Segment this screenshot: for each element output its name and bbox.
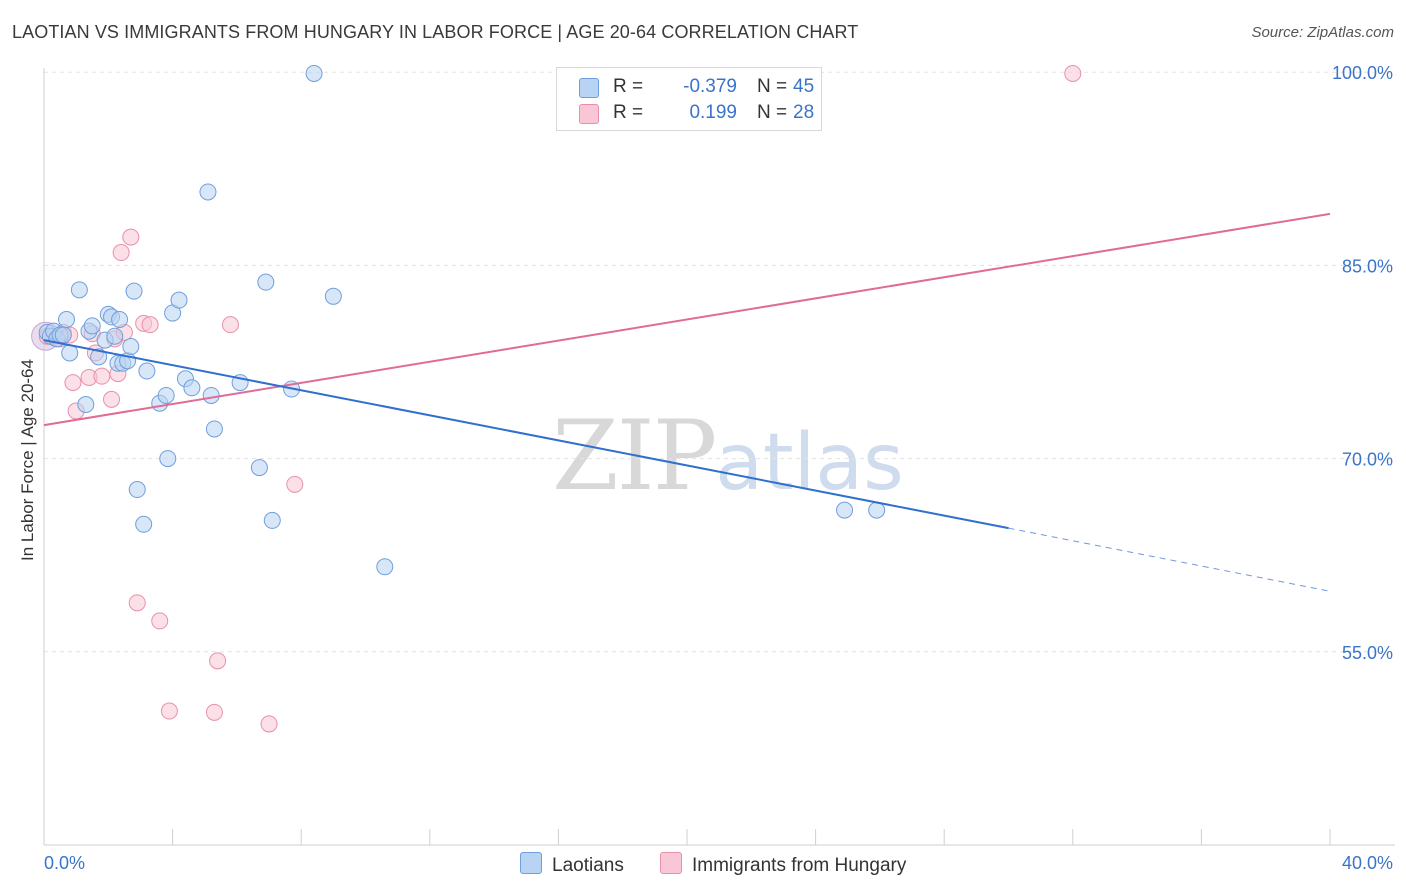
hungary-point — [64, 374, 82, 392]
laotian-point — [183, 379, 201, 397]
legend-n-value: 28 — [793, 102, 815, 123]
laotian-point — [159, 450, 177, 468]
hungary-point — [151, 612, 169, 630]
hungary-point — [205, 703, 223, 721]
laotian-point — [54, 326, 72, 344]
chart-title: LAOTIAN VS IMMIGRANTS FROM HUNGARY IN LA… — [12, 22, 859, 42]
laotian-point — [90, 348, 108, 366]
hungary-point — [122, 228, 140, 246]
laotian-point — [83, 317, 101, 335]
hungary-trendline — [43, 212, 1331, 427]
watermark: ZIPatlas — [552, 400, 904, 512]
laotian-point — [836, 501, 854, 519]
laotian-point — [61, 344, 79, 362]
y-tick-label: 70.0% — [1342, 450, 1393, 470]
laotian-point — [122, 338, 140, 356]
hungary-point — [141, 316, 159, 334]
laotian-point — [205, 420, 223, 438]
laotian-trendline — [43, 339, 1009, 530]
legend-swatch-hungary — [660, 852, 682, 874]
laotian-point — [199, 183, 217, 201]
hungary-point — [209, 652, 227, 670]
laotian-point — [106, 327, 124, 345]
laotian-point — [324, 287, 342, 305]
hungary-point — [1064, 64, 1082, 82]
laotian-point — [376, 558, 394, 576]
legend-item-hungary[interactable]: Immigrants from Hungary — [660, 852, 906, 877]
legend-r-value: 0.199 — [689, 102, 737, 123]
laotian-point — [250, 459, 268, 477]
laotian-point — [77, 396, 95, 414]
laotian-trendline-extension — [1008, 527, 1331, 592]
laotian-point — [257, 273, 275, 291]
laotian-point — [70, 281, 88, 299]
watermark-atlas: atlas — [715, 418, 904, 508]
laotian-point — [138, 362, 156, 380]
hungary-point — [103, 390, 121, 408]
legend-r-label: R = — [613, 102, 644, 123]
legend-swatch-laotians — [579, 78, 599, 98]
legend-item-laotians[interactable]: Laotians — [520, 852, 624, 877]
hungary-point — [286, 475, 304, 493]
x-tick-label-max: 40.0% — [1342, 853, 1393, 873]
chart-source: Source: ZipAtlas.com — [1251, 24, 1394, 41]
legend-label-laotians: Laotians — [552, 855, 624, 876]
laotian-point — [135, 515, 153, 533]
legend-n-label: N = — [757, 76, 788, 97]
laotian-point — [305, 64, 323, 82]
legend-r-label: R = — [613, 76, 644, 97]
laotian-point — [157, 386, 175, 404]
legend-label-hungary: Immigrants from Hungary — [692, 855, 907, 876]
legend-r-value: -0.379 — [683, 76, 737, 97]
y-tick-label: 55.0% — [1342, 643, 1393, 663]
legend-n-value: 45 — [793, 76, 815, 97]
hungary-point — [260, 715, 278, 733]
hungary-point — [221, 316, 239, 334]
hungary-point — [128, 594, 146, 612]
laotian-point — [58, 310, 76, 328]
laotian-point — [111, 310, 129, 328]
laotian-point — [125, 282, 143, 300]
correlation-legend: R = -0.379 N = 45 R = 0.199 N = 28 — [556, 67, 822, 131]
laotian-point — [263, 511, 281, 529]
legend-n-label: N = — [757, 102, 788, 123]
y-tick-label: 100.0% — [1332, 63, 1393, 83]
hungary-point — [93, 367, 111, 385]
laotian-point — [170, 291, 188, 309]
x-tick-label-min: 0.0% — [44, 853, 85, 873]
legend-swatch-hungary — [579, 104, 599, 124]
laotian-point — [128, 481, 146, 499]
hungary-point — [160, 702, 178, 720]
y-tick-label: 85.0% — [1342, 256, 1393, 276]
hungary-point — [112, 244, 130, 262]
legend-swatch-laotians — [520, 852, 542, 874]
laotian-point — [202, 386, 220, 404]
